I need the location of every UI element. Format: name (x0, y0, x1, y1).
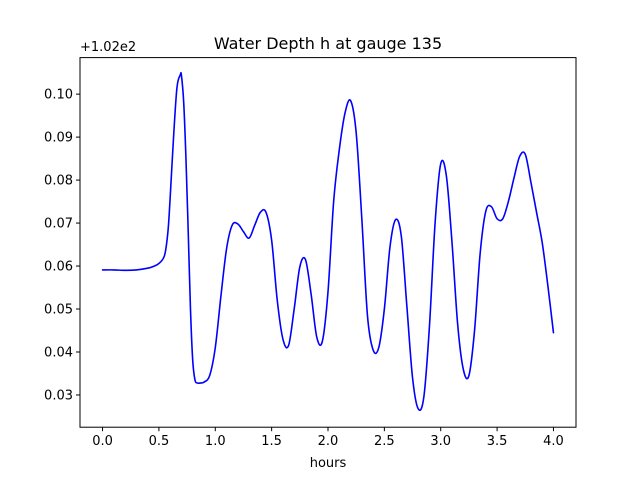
x-tick-label: 3.0 (430, 434, 451, 449)
y-tick-label: 0.06 (44, 260, 73, 275)
x-tick-label: 0.5 (149, 434, 170, 449)
x-tick-label: 2.5 (374, 434, 395, 449)
x-axis-label: hours (310, 456, 347, 471)
x-tick-label: 0.0 (92, 434, 113, 449)
y-axis-offset-label: +1.02e2 (80, 40, 136, 55)
x-axis-ticks: 0.0 0.5 1.0 1.5 2.0 2.5 3.0 3.5 4.0 (92, 427, 564, 449)
y-tick-label: 0.08 (44, 174, 73, 189)
y-tick-label: 0.07 (44, 217, 73, 232)
y-tick-label: 0.05 (44, 303, 73, 318)
x-tick-label: 4.0 (543, 434, 564, 449)
y-tick-label: 0.03 (44, 388, 73, 403)
y-tick-label: 0.04 (44, 345, 73, 360)
x-tick-label: 1.5 (261, 434, 282, 449)
series-line-water-depth (101, 71, 555, 411)
y-tick-label: 0.10 (44, 88, 73, 103)
x-tick-label: 3.5 (487, 434, 508, 449)
chart-title: Water Depth h at gauge 135 (214, 34, 442, 53)
y-axis-ticks: 0.03 0.04 0.05 0.06 0.07 0.08 0.09 0.10 (44, 88, 80, 403)
axes-frame (79, 57, 577, 428)
plot-layer (101, 71, 555, 411)
y-tick-label: 0.09 (44, 131, 73, 146)
x-tick-label: 1.0 (205, 434, 226, 449)
x-tick-label: 2.0 (318, 434, 339, 449)
